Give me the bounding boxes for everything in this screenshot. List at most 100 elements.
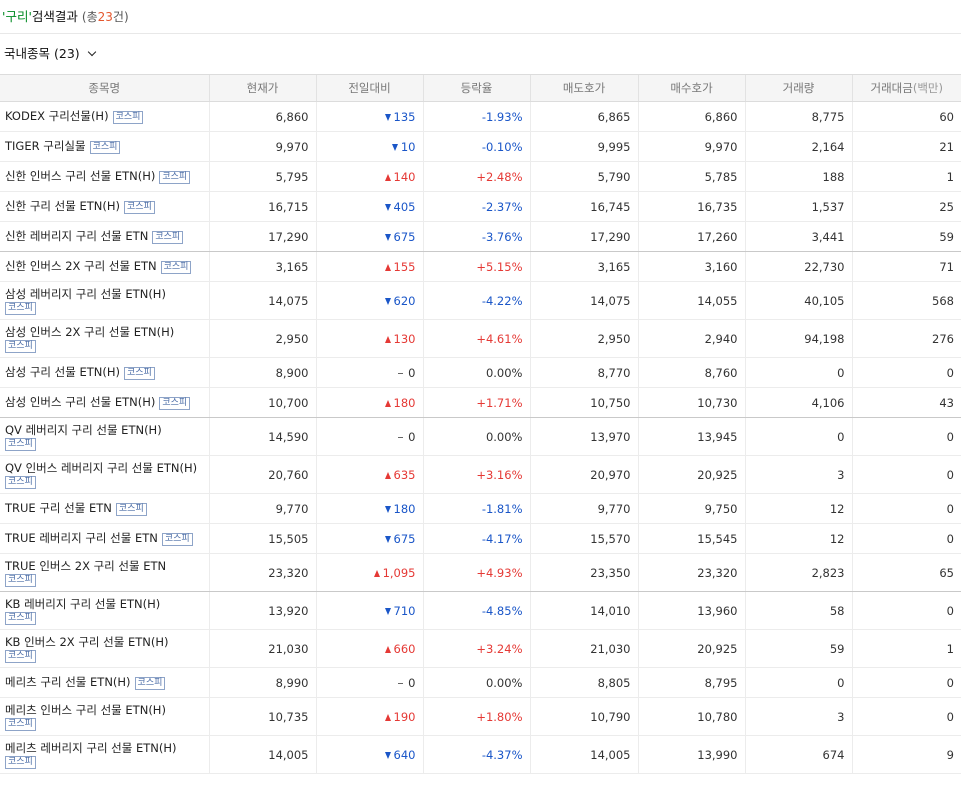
bid-cell: 16,735	[637, 191, 745, 222]
change-value: 640	[393, 747, 416, 762]
stock-name-link[interactable]: QV 레버리지 구리 선물 ETN(H)	[5, 422, 162, 437]
stock-name-link[interactable]: 메리츠 인버스 구리 선물 ETN(H)	[5, 702, 166, 717]
table-row[interactable]: TRUE 인버스 2X 구리 선물 ETN 코스피 23,320 1,095 +4.93…	[0, 553, 961, 592]
change-cell: 640	[315, 735, 423, 774]
change-value: 135	[393, 109, 416, 124]
price-cell: 6,860	[208, 101, 316, 132]
amount-cell: 568	[851, 281, 961, 320]
stock-name-link[interactable]: 신한 레버리지 구리 선물 ETN	[5, 229, 149, 243]
table-row[interactable]: KB 레버리지 구리 선물 ETN(H) 코스피 13,920 710 -4.85% 14…	[0, 591, 961, 630]
rate-cell: +3.24%	[422, 629, 530, 668]
rate-cell: 0.00%	[422, 357, 530, 388]
change-cell: 0	[315, 357, 423, 388]
table-row[interactable]: KODEX 구리선물(H) 코스피 6,860 135 -1.93% 6,865 6,860…	[0, 101, 961, 132]
col-header-ask: 매도호가	[529, 74, 638, 102]
stock-name-cell: QV 레버리지 구리 선물 ETN(H) 코스피	[0, 417, 209, 456]
rate-cell: -1.93%	[422, 101, 530, 132]
stock-name-link[interactable]: KB 인버스 2X 구리 선물 ETN(H)	[5, 634, 169, 649]
change-cell: 140	[315, 161, 423, 192]
stock-name-cell: 신한 인버스 2X 구리 선물 ETN 코스피	[0, 251, 209, 282]
amount-cell: 276	[851, 319, 961, 358]
ask-cell: 16,745	[529, 191, 638, 222]
table-row[interactable]: 신한 인버스 2X 구리 선물 ETN 코스피 3,165 155 +5.15% 3,16…	[0, 251, 961, 282]
stock-name-cell: 신한 레버리지 구리 선물 ETN 코스피	[0, 221, 209, 252]
table-row[interactable]: 메리츠 레버리지 구리 선물 ETN(H) 코스피 14,005 640 -4.37% 1…	[0, 735, 961, 774]
stock-name-link[interactable]: 신한 인버스 구리 선물 ETN(H)	[5, 169, 156, 183]
table-row[interactable]: TRUE 구리 선물 ETN 코스피 9,770 180 -1.81% 9,770 9,75…	[0, 493, 961, 524]
stock-name-link[interactable]: KB 레버리지 구리 선물 ETN(H)	[5, 596, 161, 611]
table-row[interactable]: KB 인버스 2X 구리 선물 ETN(H) 코스피 21,030 660 +3.24%…	[0, 629, 961, 668]
change-cell: 180	[315, 493, 423, 524]
stock-name-link[interactable]: 신한 인버스 2X 구리 선물 ETN	[5, 259, 157, 273]
arrow-up-icon	[384, 335, 391, 343]
ask-cell: 9,770	[529, 493, 638, 524]
rate-cell: +1.80%	[422, 697, 530, 736]
rate-cell: +5.15%	[422, 251, 530, 282]
table-row[interactable]: 삼성 레버리지 구리 선물 ETN(H) 코스피 14,075 620 -4.22% 14…	[0, 281, 961, 320]
table-row[interactable]: TIGER 구리실물 코스피 9,970 10 -0.10% 9,995 9,970 2,16…	[0, 131, 961, 162]
table-row[interactable]: QV 레버리지 구리 선물 ETN(H) 코스피 14,590 0 0.00% 13,97…	[0, 417, 961, 456]
search-query: '구리'	[2, 9, 32, 24]
table-row[interactable]: TRUE 레버리지 구리 선물 ETN 코스피 15,505 675 -4.17% 15,…	[0, 523, 961, 554]
amount-cell: 1	[851, 161, 961, 192]
table-row[interactable]: 메리츠 인버스 구리 선물 ETN(H) 코스피 10,735 190 +1.80% 10…	[0, 697, 961, 736]
stock-table: 종목명 현재가 전일대비 등락율 매도호가 매수호가 거래량 거래대금(백만) …	[0, 74, 961, 774]
market-badge: 코스피	[5, 475, 36, 489]
amount-cell: 0	[851, 455, 961, 494]
bid-cell: 2,940	[637, 319, 745, 358]
change-value: 660	[393, 641, 416, 656]
change-cell: 405	[315, 191, 423, 222]
col-header-amount: 거래대금(백만)	[851, 74, 961, 102]
stock-name-link[interactable]: 삼성 구리 선물 ETN(H)	[5, 365, 120, 379]
rate-cell: -4.37%	[422, 735, 530, 774]
table-row[interactable]: 신한 인버스 구리 선물 ETN(H) 코스피 5,795 140 +2.48% 5,79…	[0, 161, 961, 192]
amount-cell: 0	[851, 493, 961, 524]
price-cell: 16,715	[208, 191, 316, 222]
stock-name-link[interactable]: 삼성 인버스 구리 선물 ETN(H)	[5, 395, 156, 409]
price-cell: 14,005	[208, 735, 316, 774]
rate-cell: -3.76%	[422, 221, 530, 252]
price-cell: 14,590	[208, 417, 316, 456]
stock-name-link[interactable]: 삼성 레버리지 구리 선물 ETN(H)	[5, 286, 166, 301]
chevron-down-icon	[87, 47, 96, 57]
stock-name-link[interactable]: 신한 구리 선물 ETN(H)	[5, 199, 120, 213]
stock-name-link[interactable]: 메리츠 레버리지 구리 선물 ETN(H)	[5, 740, 177, 755]
bid-cell: 13,945	[637, 417, 745, 456]
stock-name-cell: 삼성 레버리지 구리 선물 ETN(H) 코스피	[0, 281, 209, 320]
market-badge: 코스피	[134, 677, 166, 690]
stock-name-link[interactable]: KODEX 구리선물(H)	[5, 109, 109, 123]
market-badge: 코스피	[123, 367, 155, 380]
table-row[interactable]: QV 인버스 레버리지 구리 선물 ETN(H) 코스피 20,760 635 +3.1…	[0, 455, 961, 494]
change-cell: 635	[315, 455, 423, 494]
rate-cell: -4.17%	[422, 523, 530, 554]
stock-name-link[interactable]: TIGER 구리실물	[5, 139, 86, 153]
table-row[interactable]: 삼성 구리 선물 ETN(H) 코스피 8,900 0 0.00% 8,770 8,760 0…	[0, 357, 961, 388]
change-cell: 0	[315, 417, 423, 456]
stock-name-link[interactable]: 메리츠 구리 선물 ETN(H)	[5, 675, 131, 689]
volume-cell: 674	[744, 735, 852, 774]
stock-name-link[interactable]: TRUE 구리 선물 ETN	[5, 501, 112, 515]
market-badge: 코스피	[5, 301, 36, 315]
price-cell: 23,320	[208, 553, 316, 592]
stock-name-link[interactable]: QV 인버스 레버리지 구리 선물 ETN(H)	[5, 460, 198, 475]
stock-name-cell: KODEX 구리선물(H) 코스피	[0, 101, 209, 132]
amount-cell: 21	[851, 131, 961, 162]
table-row[interactable]: 삼성 인버스 구리 선물 ETN(H) 코스피 10,700 180 +1.71% 10,…	[0, 387, 961, 418]
price-cell: 8,900	[208, 357, 316, 388]
volume-cell: 0	[744, 667, 852, 698]
stock-name-link[interactable]: TRUE 레버리지 구리 선물 ETN	[5, 531, 158, 545]
stock-name-link[interactable]: 삼성 인버스 2X 구리 선물 ETN(H)	[5, 324, 175, 339]
rate-cell: 0.00%	[422, 667, 530, 698]
domestic-section-toggle[interactable]: 국내종목 (23)	[0, 34, 961, 74]
table-row[interactable]: 메리츠 구리 선물 ETN(H) 코스피 8,990 0 0.00% 8,805 8,795…	[0, 667, 961, 698]
amount-cell: 59	[851, 221, 961, 252]
table-row[interactable]: 신한 구리 선물 ETN(H) 코스피 16,715 405 -2.37% 16,745 1…	[0, 191, 961, 222]
volume-cell: 3	[744, 455, 852, 494]
table-row[interactable]: 신한 레버리지 구리 선물 ETN 코스피 17,290 675 -3.76% 17,29…	[0, 221, 961, 252]
ask-cell: 9,995	[529, 131, 638, 162]
stock-name-link[interactable]: TRUE 인버스 2X 구리 선물 ETN	[5, 558, 167, 573]
stock-name-cell: 삼성 인버스 구리 선물 ETN(H) 코스피	[0, 387, 209, 418]
market-badge: 코스피	[5, 573, 36, 587]
table-row[interactable]: 삼성 인버스 2X 구리 선물 ETN(H) 코스피 2,950 130 +4.61% 2…	[0, 319, 961, 358]
volume-cell: 0	[744, 357, 852, 388]
